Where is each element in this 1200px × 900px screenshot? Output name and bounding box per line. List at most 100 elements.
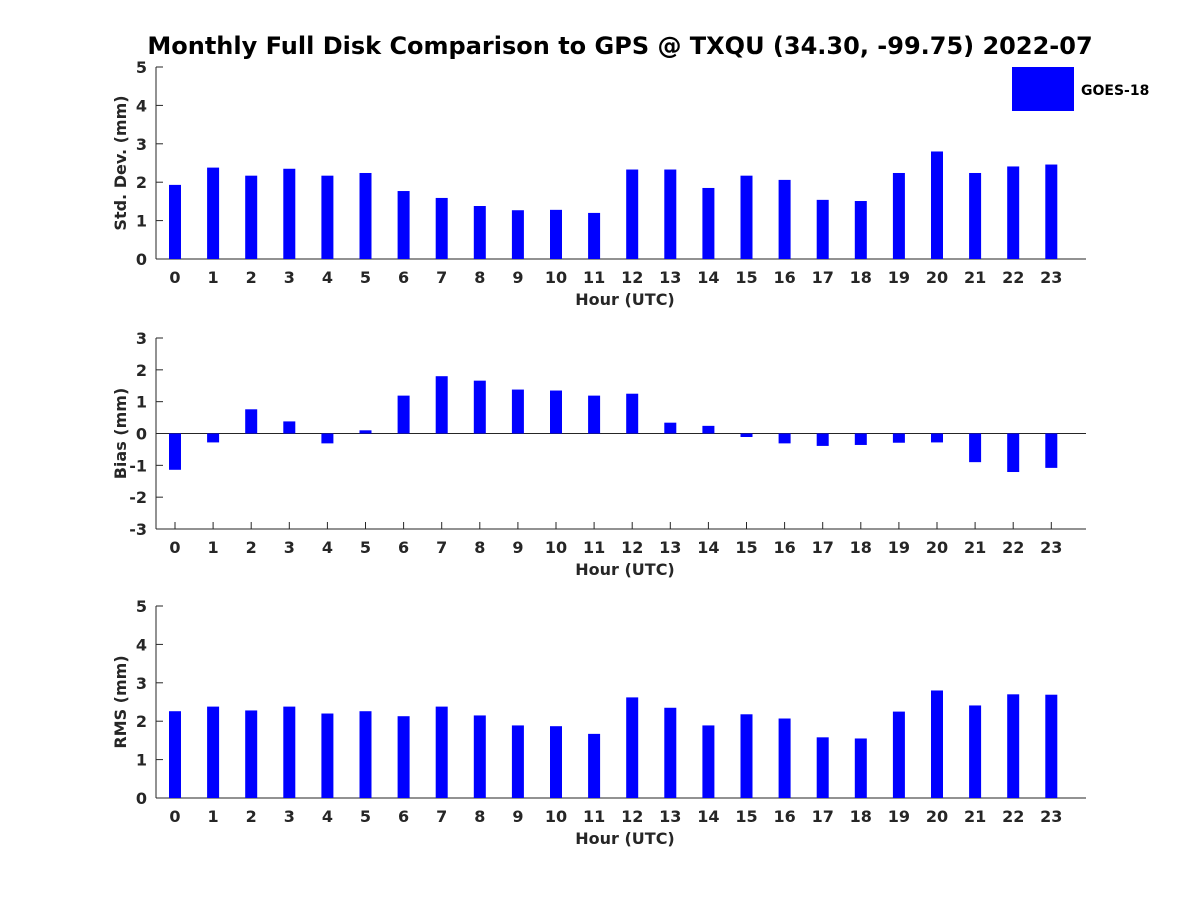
x-tick-label: 18: [850, 807, 872, 826]
legend-label: GOES-18: [1081, 83, 1149, 99]
y-tick-label: 2: [136, 361, 147, 380]
x-tick-label: 23: [1040, 268, 1062, 287]
y-tick-label: -3: [129, 520, 147, 539]
y-tick-label: 0: [136, 250, 147, 269]
bar-hour-19: [892, 433, 905, 443]
y-tick-label: 2: [136, 173, 147, 192]
bar-hour-1: [207, 167, 220, 259]
x-tick-label: 2: [246, 538, 257, 557]
x-tick-label: 5: [360, 538, 371, 557]
x-tick-label: 21: [964, 268, 986, 287]
bar-hour-2: [245, 175, 258, 259]
x-tick-label: 11: [583, 268, 605, 287]
y-tick-label: 0: [136, 425, 147, 444]
x-tick-label: 13: [659, 807, 681, 826]
y-tick-label: 3: [136, 674, 147, 693]
bar-hour-23: [1045, 164, 1058, 259]
x-tick-label: 5: [360, 268, 371, 287]
bar-hour-16: [778, 433, 791, 444]
bar-hour-18: [854, 738, 867, 798]
y-tick-label: 2: [136, 712, 147, 731]
bar-hour-9: [511, 725, 524, 798]
bar-hour-7: [435, 376, 448, 434]
bar-hour-16: [778, 718, 791, 798]
legend-swatch-goes-18: [1012, 67, 1074, 111]
x-tick-label: 22: [1002, 268, 1024, 287]
x-tick-label: 6: [398, 807, 409, 826]
x-tick-label: 6: [398, 538, 409, 557]
x-tick-label: 2: [246, 268, 257, 287]
bar-hour-11: [588, 733, 601, 798]
bar-hour-0: [169, 184, 181, 259]
x-tick-label: 23: [1040, 538, 1062, 557]
x-tick-label: 18: [850, 268, 872, 287]
bar-hour-7: [435, 197, 448, 259]
x-tick-label: 10: [545, 538, 567, 557]
y-tick-label: 1: [136, 751, 147, 770]
x-tick-label: 8: [474, 268, 485, 287]
x-tick-label: 8: [474, 538, 485, 557]
x-tick-label: 13: [659, 268, 681, 287]
x-tick-label: 21: [964, 538, 986, 557]
y-tick-label: 5: [136, 597, 147, 616]
bar-hour-5: [359, 430, 372, 434]
x-tick-label: 13: [659, 538, 681, 557]
x-tick-label: 17: [812, 268, 834, 287]
bar-hour-3: [283, 168, 296, 259]
bar-hour-10: [550, 209, 562, 259]
bar-hour-21: [969, 172, 982, 259]
y-tick-label: 3: [136, 329, 147, 348]
y-tick-label: 1: [136, 393, 147, 412]
bar-hour-11: [588, 212, 601, 259]
bar-hour-19: [892, 711, 905, 798]
bar-hour-13: [664, 422, 677, 434]
x-tick-label: 1: [208, 268, 219, 287]
x-tick-label: 2: [246, 807, 257, 826]
bar-hour-15: [740, 714, 753, 798]
x-tick-label: 17: [812, 538, 834, 557]
bar-hour-18: [854, 433, 867, 445]
x-tick-label: 12: [621, 538, 643, 557]
bar-hour-11: [588, 395, 601, 434]
y-tick-label: 3: [136, 135, 147, 154]
bar-hour-4: [321, 433, 334, 444]
legend: GOES-18: [1012, 67, 1149, 111]
bar-hour-21: [969, 433, 982, 463]
bar-hour-3: [283, 706, 296, 798]
y-axis-label: Std. Dev. (mm): [111, 95, 130, 230]
x-tick-label: 23: [1040, 807, 1062, 826]
x-tick-label: 14: [697, 807, 719, 826]
bar-hour-14: [702, 725, 715, 798]
x-tick-label: 3: [284, 538, 295, 557]
bar-hour-19: [892, 172, 905, 259]
bar-hour-8: [473, 380, 486, 434]
x-tick-label: 10: [545, 268, 567, 287]
bar-hour-13: [664, 707, 677, 798]
bar-hour-18: [854, 201, 867, 259]
x-tick-label: 12: [621, 807, 643, 826]
x-tick-label: 19: [888, 538, 910, 557]
bar-hour-15: [740, 433, 753, 438]
x-tick-label: 6: [398, 268, 409, 287]
bar-hour-5: [359, 172, 372, 259]
y-tick-label: 4: [136, 635, 147, 654]
y-tick-label: -2: [129, 488, 147, 507]
bar-hour-10: [550, 390, 562, 434]
x-tick-label: 22: [1002, 807, 1024, 826]
bar-hour-3: [283, 421, 296, 434]
bar-hour-9: [511, 210, 524, 259]
bar-hour-7: [435, 706, 448, 798]
x-axis-label: Hour (UTC): [575, 829, 675, 848]
x-tick-label: 7: [436, 807, 447, 826]
bar-hour-4: [321, 713, 334, 798]
x-tick-label: 18: [850, 538, 872, 557]
bar-hour-17: [816, 737, 829, 798]
x-tick-label: 22: [1002, 538, 1024, 557]
bar-hour-20: [931, 151, 943, 259]
x-tick-label: 19: [888, 268, 910, 287]
x-tick-label: 11: [583, 807, 605, 826]
bar-hour-23: [1045, 694, 1058, 798]
bar-hour-9: [511, 389, 524, 434]
x-tick-label: 7: [436, 538, 447, 557]
